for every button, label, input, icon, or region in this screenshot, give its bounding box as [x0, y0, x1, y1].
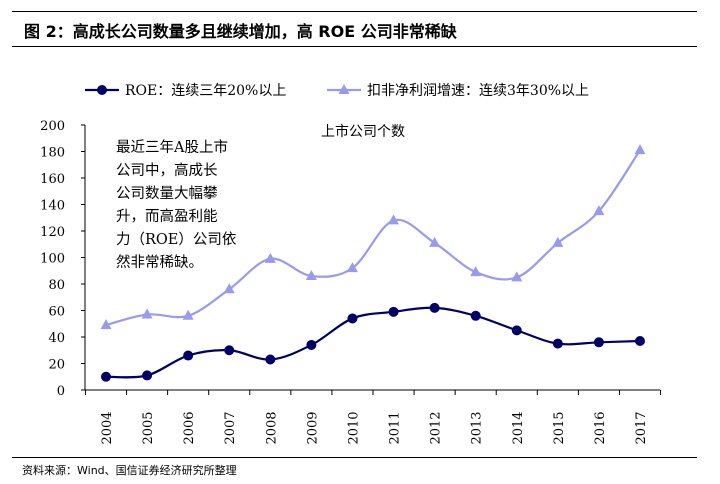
annotation-line: 最近三年A股上市	[116, 139, 228, 156]
legend-marker	[97, 85, 107, 95]
data-point	[346, 262, 358, 273]
data-point	[634, 144, 646, 155]
top-rule	[12, 11, 697, 12]
data-point	[265, 354, 276, 365]
data-point	[142, 370, 153, 381]
series-profit-growth	[100, 144, 646, 330]
legend-marker	[338, 84, 350, 94]
x-tick-label: 2011	[388, 411, 403, 444]
data-point	[635, 335, 645, 346]
data-point	[388, 214, 400, 225]
y-tick-label: 80	[48, 278, 65, 293]
data-point	[593, 337, 604, 348]
x-tick-label: 2012	[429, 411, 444, 444]
annotation-line: 公司数量大幅攀	[116, 185, 218, 202]
x-tick-label: 2009	[305, 411, 320, 444]
data-point	[552, 236, 564, 247]
data-point	[141, 308, 153, 319]
y-tick-label: 0	[57, 384, 65, 399]
x-tick-label: 2005	[141, 411, 156, 444]
y-tick-label: 180	[40, 146, 65, 161]
y-tick-label: 200	[40, 119, 65, 134]
data-point	[305, 270, 317, 281]
data-point	[429, 302, 440, 313]
y-tick-label: 100	[40, 252, 65, 267]
x-tick-label: 2015	[552, 411, 567, 444]
y-tick-label: 40	[48, 331, 65, 346]
x-tick-label: 2004	[100, 411, 115, 444]
data-point	[388, 306, 399, 317]
x-tick-label: 2010	[346, 411, 361, 444]
data-point	[223, 283, 235, 294]
x-tick-label: 2017	[634, 411, 649, 444]
footer-rule	[12, 457, 697, 458]
x-tick-label: 2006	[182, 411, 197, 444]
data-point	[182, 309, 194, 320]
data-point	[511, 325, 522, 336]
x-tick-label: 2013	[470, 411, 485, 444]
x-tick-label: 2016	[593, 411, 608, 444]
x-tick-label: 2008	[264, 411, 279, 444]
data-point	[101, 371, 111, 382]
data-point	[593, 205, 605, 216]
data-point	[100, 319, 112, 330]
y-tick-label: 120	[40, 225, 65, 240]
data-point	[470, 310, 481, 321]
legend-label: ROE：连续三年20%以上	[125, 82, 286, 99]
data-point	[347, 313, 358, 324]
data-point	[429, 236, 441, 247]
annotation-line: 公司中，高成长	[116, 162, 218, 179]
x-tick-label: 2014	[511, 411, 526, 444]
y-tick-label: 60	[48, 305, 65, 320]
data-point	[470, 266, 482, 277]
figure-title: 图 2：高成长公司数量多且继续增加，高 ROE 公司非常稀缺	[24, 22, 457, 41]
series-roe	[101, 302, 645, 382]
data-point	[183, 350, 194, 361]
source-note: 资料来源：Wind、国信证券经济研究所整理	[22, 464, 237, 477]
title-rule	[12, 46, 697, 47]
annotation-line: 然非常稀缺。	[116, 254, 203, 271]
annotation-line: 力（ROE）公司依	[116, 231, 237, 248]
data-point	[306, 339, 317, 350]
y-tick-label: 140	[40, 199, 65, 214]
data-point	[264, 252, 276, 263]
legend-label: 扣非净利润增速：连续3年30%以上	[367, 82, 589, 99]
data-point	[552, 338, 563, 349]
annotation-line: 升，而高盈利能	[116, 208, 218, 225]
data-point	[511, 271, 523, 282]
y-tick-label: 160	[40, 172, 65, 187]
data-point	[224, 345, 235, 356]
y-tick-label: 20	[48, 358, 65, 373]
chart-title: 上市公司个数	[321, 123, 405, 140]
x-tick-label: 2007	[223, 411, 238, 444]
